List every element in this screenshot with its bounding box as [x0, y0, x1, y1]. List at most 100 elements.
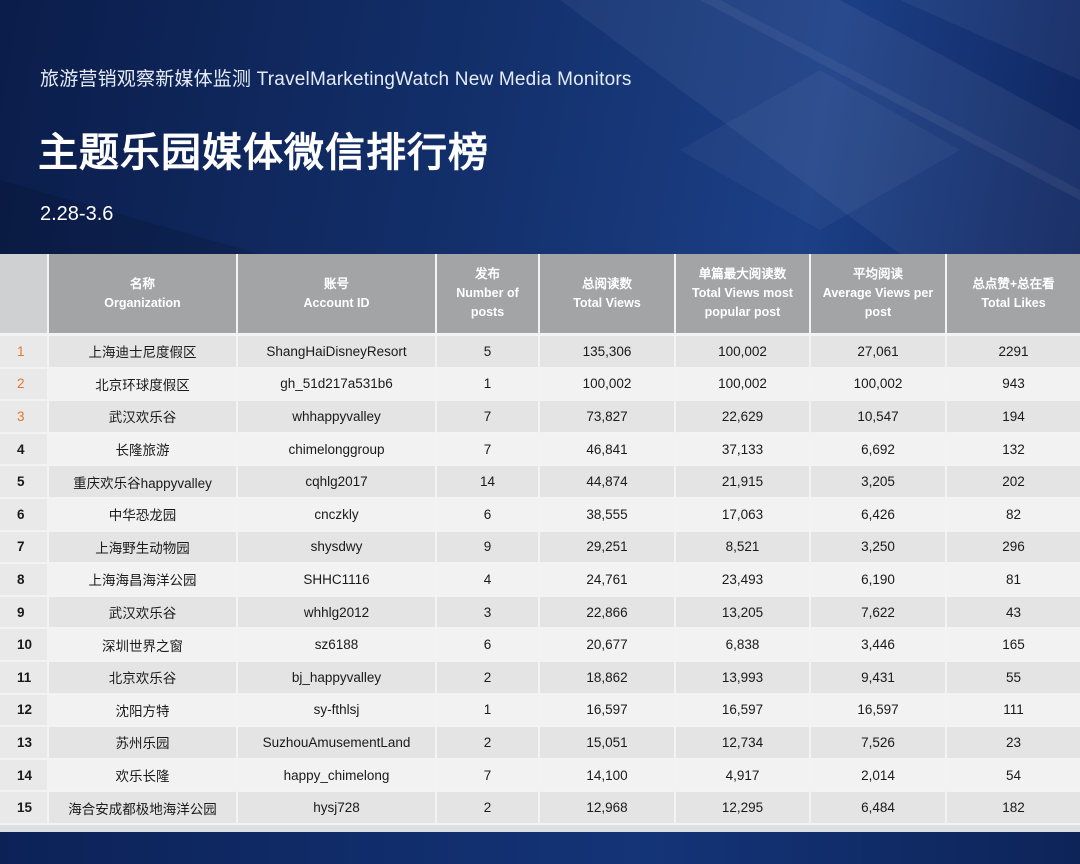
rank-cell: 15: [0, 791, 49, 825]
max-views-cell: 12,734: [675, 726, 811, 760]
rank-cell: 6: [0, 497, 49, 532]
table-row: 2 北京环球度假区 gh_51d217a531b6 1 100,002 100,002 10…: [0, 367, 1080, 402]
posts-cell: 6: [436, 497, 540, 532]
likes-cell: 194: [946, 400, 1080, 434]
name-cell: 重庆欢乐谷happyvalley: [48, 465, 238, 499]
account-cell: sz6188: [237, 628, 437, 662]
rank-cell: 11: [0, 660, 49, 695]
account-cell: happy_chimelong: [237, 758, 437, 793]
likes-cell: 54: [946, 758, 1080, 793]
table-row: 1 上海迪士尼度假区 ShangHaiDisneyResort 5 135,306 100…: [0, 334, 1080, 369]
max-views-cell: 4,917: [675, 758, 811, 793]
posts-cell: 5: [436, 334, 540, 369]
likes-cell: 82: [946, 497, 1080, 532]
rank-cell: 13: [0, 726, 49, 760]
footer-bar: [0, 832, 1080, 864]
posts-cell: 2: [436, 791, 540, 825]
header-number-of-posts: 发布 Number of posts: [436, 254, 540, 336]
max-views-cell: 37,133: [675, 432, 811, 467]
account-cell: cqhlg2017: [237, 465, 437, 499]
account-cell: shysdwy: [237, 530, 437, 565]
total-views-cell: 20,677: [539, 628, 676, 662]
name-cell: 长隆旅游: [48, 432, 238, 467]
avg-views-cell: 3,446: [810, 628, 947, 662]
max-views-cell: 12,295: [675, 791, 811, 825]
avg-views-cell: 7,526: [810, 726, 947, 760]
header-total-views: 总阅读数 Total Views: [539, 254, 676, 336]
account-cell: bj_happyvalley: [237, 660, 437, 695]
name-cell: 沈阳方特: [48, 693, 238, 728]
likes-cell: 182: [946, 791, 1080, 825]
total-views-cell: 12,968: [539, 791, 676, 825]
max-views-cell: 100,002: [675, 334, 811, 369]
name-cell: 苏州乐园: [48, 726, 238, 760]
name-cell: 上海野生动物园: [48, 530, 238, 565]
total-views-cell: 38,555: [539, 497, 676, 532]
table-row: 12 沈阳方特 sy-fthlsj 1 16,597 16,597 16,597 111: [0, 693, 1080, 728]
total-views-cell: 18,862: [539, 660, 676, 695]
name-cell: 武汉欢乐谷: [48, 595, 238, 630]
date-range: 2.28-3.6: [40, 203, 114, 225]
total-views-cell: 22,866: [539, 595, 676, 630]
total-views-cell: 135,306: [539, 334, 676, 369]
table-row: 9 武汉欢乐谷 whhlg2012 3 22,866 13,205 7,622 43: [0, 595, 1080, 630]
table-row: 5 重庆欢乐谷happyvalley cqhlg2017 14 44,874 21,915…: [0, 465, 1080, 499]
account-cell: cnczkly: [237, 497, 437, 532]
table-row: 11 北京欢乐谷 bj_happyvalley 2 18,862 13,993 9,431 5…: [0, 660, 1080, 695]
max-views-cell: 13,993: [675, 660, 811, 695]
posts-cell: 2: [436, 660, 540, 695]
rank-cell: 4: [0, 432, 49, 467]
page-title: 主题乐园媒体微信排行榜: [38, 131, 489, 175]
account-cell: SHHC1116: [237, 563, 437, 597]
avg-views-cell: 3,205: [810, 465, 947, 499]
max-views-cell: 23,493: [675, 563, 811, 597]
max-views-cell: 100,002: [675, 367, 811, 402]
avg-views-cell: 6,190: [810, 563, 947, 597]
likes-cell: 202: [946, 465, 1080, 499]
table-row: 15 海合安成都极地海洋公园 hysj728 2 12,968 12,295 6,484 18…: [0, 791, 1080, 825]
rank-cell: 2: [0, 367, 49, 402]
header-banner: 旅游营销观察新媒体监测 TravelMarketingWatch New Med…: [0, 0, 1080, 254]
posts-cell: 1: [436, 693, 540, 728]
header-average-views: 平均阅读 Average Views per post: [810, 254, 947, 336]
table-header-row: 名称 Organization 账号 Account ID 发布 Number of …: [0, 254, 1080, 336]
max-views-cell: 13,205: [675, 595, 811, 630]
posts-cell: 4: [436, 563, 540, 597]
account-cell: sy-fthlsj: [237, 693, 437, 728]
header-rank: [0, 254, 49, 336]
table-row: 8 上海海昌海洋公园 SHHC1116 4 24,761 23,493 6,190 81: [0, 563, 1080, 597]
header-total-likes: 总点赞+总在看 Total Likes: [946, 254, 1080, 336]
name-cell: 欢乐长隆: [48, 758, 238, 793]
avg-views-cell: 7,622: [810, 595, 947, 630]
table-body: 1 上海迪士尼度假区 ShangHaiDisneyResort 5 135,306 100…: [0, 334, 1080, 825]
likes-cell: 132: [946, 432, 1080, 467]
total-views-cell: 44,874: [539, 465, 676, 499]
posts-cell: 7: [436, 758, 540, 793]
table-row: 7 上海野生动物园 shysdwy 9 29,251 8,521 3,250 296: [0, 530, 1080, 565]
rank-cell: 10: [0, 628, 49, 662]
posts-cell: 6: [436, 628, 540, 662]
name-cell: 北京欢乐谷: [48, 660, 238, 695]
posts-cell: 2: [436, 726, 540, 760]
posts-cell: 7: [436, 400, 540, 434]
likes-cell: 43: [946, 595, 1080, 630]
rank-cell: 1: [0, 334, 49, 369]
name-cell: 上海迪士尼度假区: [48, 334, 238, 369]
total-views-cell: 29,251: [539, 530, 676, 565]
account-cell: whhappyvalley: [237, 400, 437, 434]
max-views-cell: 8,521: [675, 530, 811, 565]
avg-views-cell: 6,426: [810, 497, 947, 532]
posts-cell: 14: [436, 465, 540, 499]
avg-views-cell: 9,431: [810, 660, 947, 695]
rank-cell: 9: [0, 595, 49, 630]
likes-cell: 23: [946, 726, 1080, 760]
table-row: 13 苏州乐园 SuzhouAmusementLand 2 15,051 12,734 7,…: [0, 726, 1080, 760]
avg-views-cell: 6,692: [810, 432, 947, 467]
total-views-cell: 100,002: [539, 367, 676, 402]
rank-cell: 8: [0, 563, 49, 597]
table-row: 4 长隆旅游 chimelonggroup 7 46,841 37,133 6,692 132: [0, 432, 1080, 467]
table-row: 3 武汉欢乐谷 whhappyvalley 7 73,827 22,629 10,547 19…: [0, 400, 1080, 434]
rank-cell: 14: [0, 758, 49, 793]
posts-cell: 9: [436, 530, 540, 565]
account-cell: whhlg2012: [237, 595, 437, 630]
